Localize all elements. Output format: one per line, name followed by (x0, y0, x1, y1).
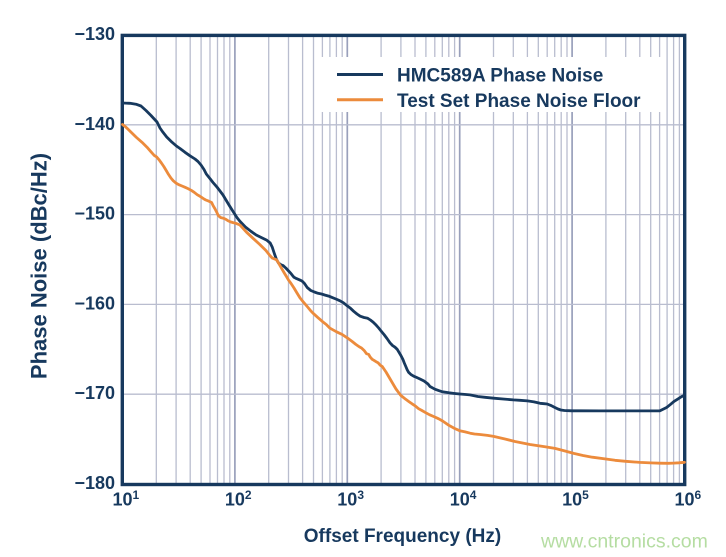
svg-text:−140: −140 (74, 114, 115, 134)
svg-text:−170: −170 (74, 383, 115, 403)
svg-text:−180: −180 (74, 473, 115, 493)
svg-text:−130: −130 (74, 24, 115, 44)
svg-text:Offset Frequency (Hz): Offset Frequency (Hz) (304, 526, 501, 547)
svg-text:−160: −160 (74, 293, 115, 313)
svg-text:−150: −150 (74, 204, 115, 224)
svg-text:Test Set Phase Noise Floor: Test Set Phase Noise Floor (397, 91, 641, 112)
svg-text:Phase Noise (dBc/Hz): Phase Noise (dBc/Hz) (26, 153, 51, 379)
svg-text:HMC589A Phase Noise: HMC589A Phase Noise (397, 66, 603, 87)
svg-text:www.cntronics.com: www.cntronics.com (540, 531, 708, 553)
